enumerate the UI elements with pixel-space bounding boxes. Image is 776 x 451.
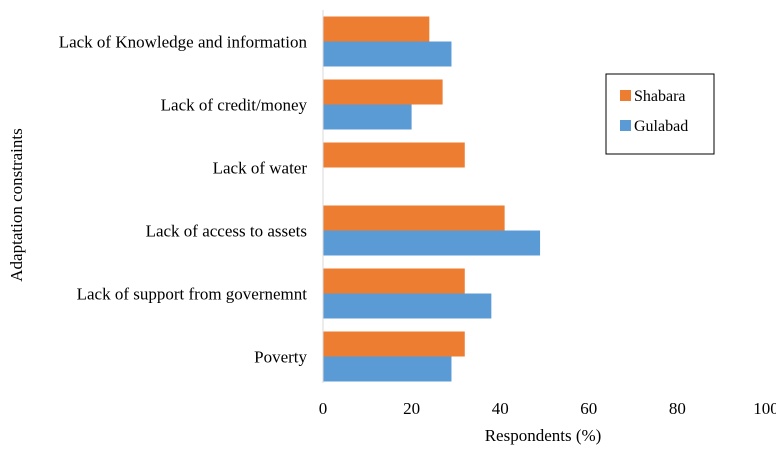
x-tick-label: 60 (580, 399, 597, 418)
legend: Shabara Gulabad (605, 73, 715, 155)
y-axis-title: Adaptation constraints (7, 128, 26, 281)
category-label: Lack of support from governemnt (77, 285, 308, 304)
x-tick-label: 100 (753, 399, 776, 418)
legend-swatch-gulabad (620, 120, 631, 131)
legend-swatch-shabara (620, 90, 631, 101)
bar-gulabad-5 (323, 356, 452, 382)
bar-shabara-4 (323, 268, 465, 294)
category-label: Poverty (254, 348, 307, 367)
category-label: Lack of Knowledge and information (59, 33, 308, 52)
x-tick-label: 0 (319, 399, 328, 418)
x-tick-label: 20 (403, 399, 420, 418)
bar-shabara-0 (323, 16, 430, 42)
category-labels: Lack of Knowledge and information Lack of… (59, 33, 308, 367)
x-tick-label: 80 (669, 399, 686, 418)
bar-shabara-3 (323, 205, 505, 231)
legend-label: Shabara (634, 88, 686, 105)
category-label: Lack of water (213, 159, 308, 178)
legend-label: Gulabad (634, 118, 688, 135)
category-label: Lack of credit/money (161, 96, 308, 115)
bar-shabara-5 (323, 331, 465, 357)
category-label: Lack of access to assets (146, 222, 307, 241)
bar-shabara-2 (323, 142, 465, 168)
bar-gulabad-3 (323, 230, 541, 256)
bar-shabara-1 (323, 79, 443, 105)
bar-gulabad-1 (323, 104, 412, 130)
legend-box (605, 73, 715, 155)
x-axis-title: Respondents (%) (485, 426, 602, 445)
x-tick-labels: 0 20 40 60 80 100 (319, 399, 776, 418)
bar-gulabad-0 (323, 41, 452, 67)
bars-group (323, 16, 541, 382)
bar-gulabad-4 (323, 293, 492, 319)
x-tick-label: 40 (492, 399, 509, 418)
